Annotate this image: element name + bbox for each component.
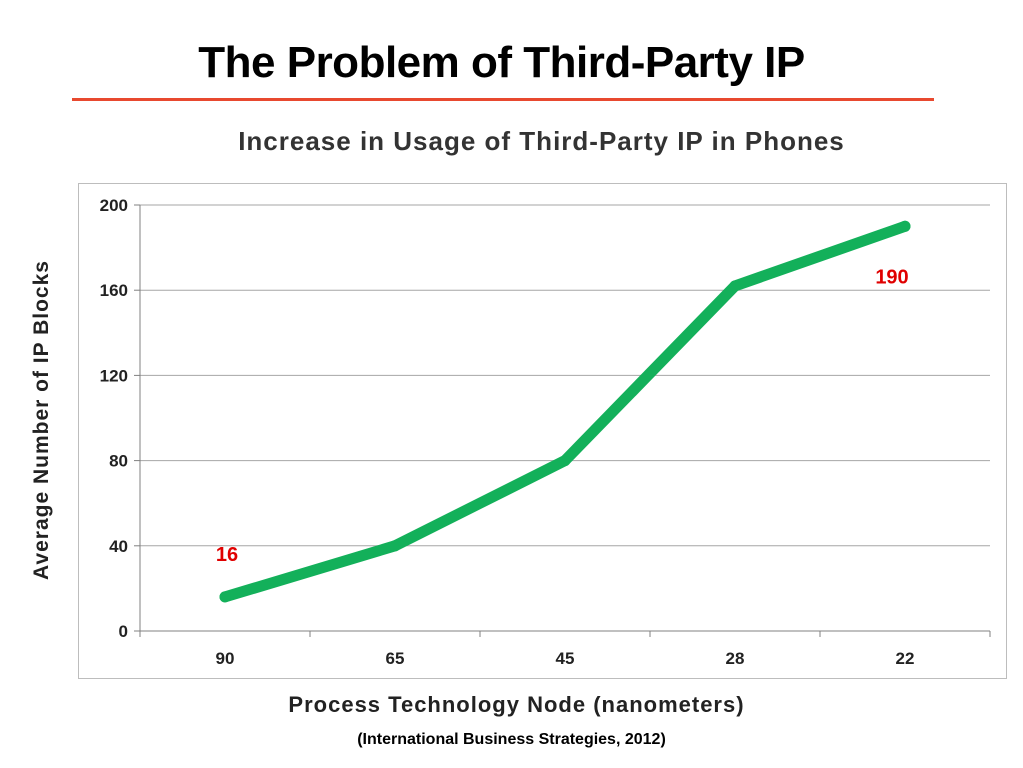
data-label: 16: [216, 544, 238, 566]
data-point: [219, 591, 231, 603]
series: [219, 220, 911, 603]
slide-title: The Problem of Third-Party IP: [198, 38, 805, 87]
chart-title: Increase in Usage of Third-Party IP in P…: [238, 126, 845, 156]
data-label: 190: [875, 266, 908, 288]
citation: (International Business Strategies, 2012…: [357, 731, 666, 748]
y-tick-label: 160: [100, 281, 128, 300]
labels: 0 40 80 120 160 200 90 65 45 28 22 16 190: [100, 196, 915, 668]
x-tick-label: 22: [896, 649, 915, 668]
x-tick-label: 45: [556, 649, 575, 668]
data-point: [899, 220, 911, 232]
title-divider: [72, 98, 934, 101]
y-tick-label: 120: [100, 366, 128, 385]
x-tick-label: 28: [726, 649, 745, 668]
x-axis-label: Process Technology Node (nanometers): [288, 692, 745, 717]
data-point: [389, 540, 401, 552]
x-tick-label: 90: [216, 649, 235, 668]
axes: [134, 204, 991, 637]
grid-lines: [140, 204, 990, 547]
y-axis-label: Average Number of IP Blocks: [30, 260, 53, 580]
y-tick-label: 0: [119, 622, 128, 641]
data-point: [559, 455, 571, 467]
data-point: [729, 280, 741, 292]
x-tick-label: 65: [386, 649, 405, 668]
series-line: [219, 220, 911, 603]
y-tick-label: 80: [109, 452, 128, 471]
y-tick-label: 200: [100, 196, 128, 215]
y-tick-label: 40: [109, 537, 128, 556]
